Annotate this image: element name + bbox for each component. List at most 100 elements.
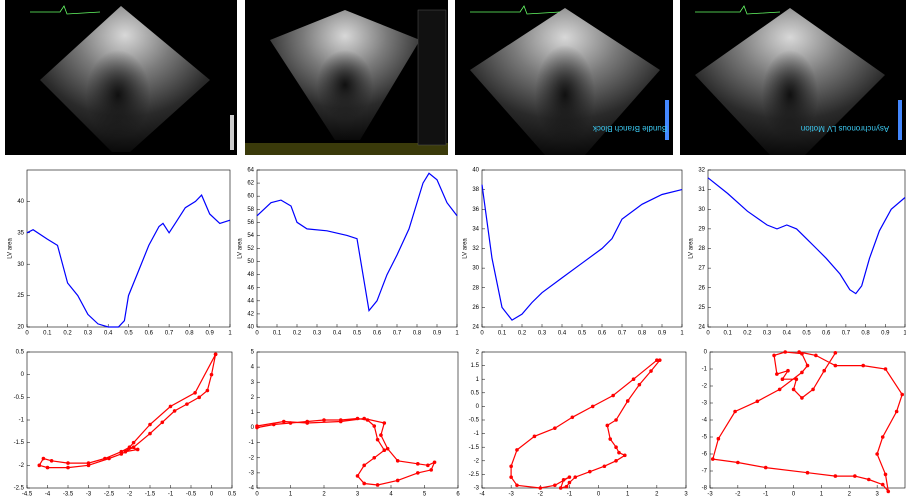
data-point: [800, 370, 804, 375]
data-point: [382, 448, 387, 453]
x-tick-label: -1: [567, 492, 573, 498]
echo-panels: Bundle Branch Block Asynchronous LV Moti…: [5, 0, 906, 155]
x-tick-label: 0.3: [313, 331, 322, 337]
data-point: [614, 445, 618, 450]
data-point: [193, 391, 197, 395]
x-tick-label: 0: [25, 331, 29, 337]
y-tick-label: 54: [247, 233, 254, 239]
y-tick-label: 25: [17, 293, 24, 299]
y-tick-label: 31: [698, 187, 705, 193]
x-tick-label: 0.2: [63, 331, 72, 337]
data-point: [797, 350, 801, 354]
data-point: [617, 450, 621, 455]
data-point: [794, 377, 799, 382]
x-tick-label: -2: [538, 492, 544, 498]
data-point: [614, 459, 618, 463]
x-tick-label: 0: [210, 492, 214, 498]
y-tick-label: -4: [702, 418, 708, 424]
y-tick-label: 24: [698, 325, 705, 331]
x-tick-label: 0.2: [743, 331, 752, 337]
data-point: [861, 363, 866, 368]
chart: 0 1 2 3 4 5 6 -4 -3 -2 -1 0 1 2 3 4 5: [249, 350, 461, 498]
y-tick-label: -1: [249, 440, 255, 446]
data-point: [611, 393, 615, 398]
data-point: [86, 461, 91, 465]
y-tick-label: 30: [472, 266, 479, 272]
x-tick-label: 0: [255, 331, 259, 337]
x-tick-label: 0.6: [822, 331, 831, 337]
chart: -4.5 -4 -3.5 -3 -2.5 -2 -1.5 -1 -0.5 0 0.5 -2.5 -2 -1…: [14, 350, 237, 498]
y-tick-label: 38: [472, 187, 479, 193]
echo-image: [5, 0, 237, 155]
data-point: [811, 387, 815, 392]
data-point: [553, 426, 557, 430]
x-tick-label: -1: [168, 492, 174, 498]
data-point: [657, 358, 662, 362]
x-tick-label: -2.5: [104, 492, 115, 498]
data-point: [322, 418, 326, 422]
data-point: [567, 475, 572, 479]
y-tick-label: 58: [247, 207, 254, 213]
x-tick-label: 0.4: [558, 331, 567, 337]
chart: 0 0.1 0.2 0.3 0.4 0.5 0.6 0.7 0.8 0.9 1 24 26 28 30 32 3…: [463, 168, 685, 337]
data-point: [365, 418, 370, 422]
x-tick-label: 0.1: [498, 331, 507, 337]
x-tick-label: 0.2: [518, 331, 527, 337]
x-tick-label: 0.6: [145, 331, 154, 337]
x-tick-label: -3.5: [63, 492, 74, 498]
data-point: [880, 435, 885, 439]
data-point: [886, 489, 891, 494]
data-point: [355, 416, 360, 421]
y-tick-label: -1.5: [14, 440, 25, 446]
data-point: [49, 459, 54, 463]
data-point: [255, 424, 259, 428]
data-point: [148, 422, 152, 427]
x-tick-label: 3: [684, 492, 688, 498]
y-tick-label: -2.5: [469, 472, 480, 478]
y-tick-label: 0: [21, 372, 25, 378]
x-tick-label: 0.6: [373, 331, 382, 337]
x-tick-label: 0.3: [84, 331, 93, 337]
data-point: [614, 418, 618, 422]
data-point: [900, 392, 905, 397]
x-tick-label: 0: [597, 492, 601, 498]
data-point: [655, 358, 659, 362]
y-axis-label: LV area: [463, 238, 469, 259]
y-tick-label: 0: [704, 350, 708, 356]
data-point: [160, 420, 165, 425]
x-tick-label: 0.7: [393, 331, 402, 337]
x-tick-label: 0: [480, 331, 484, 337]
x-tick-label: 0.9: [206, 331, 215, 337]
data-point: [288, 421, 293, 425]
x-tick-label: -4: [45, 492, 51, 498]
plot-frame: [707, 169, 906, 328]
x-tick-label: 0.9: [881, 331, 890, 337]
y-tick-label: -5: [702, 435, 708, 441]
data-point: [45, 465, 50, 470]
data-point: [588, 469, 592, 474]
y-axis-label: LV area: [689, 238, 695, 259]
y-tick-label: 2: [476, 350, 480, 356]
y-tick-label: -2.5: [14, 486, 25, 492]
y-tick-label: 24: [472, 325, 479, 331]
data-point: [338, 419, 343, 424]
y-tick-label: -7: [702, 469, 708, 475]
data-point: [894, 409, 899, 414]
data-point: [800, 396, 804, 400]
data-point: [41, 456, 46, 461]
y-tick-label: 28: [698, 246, 705, 252]
x-tick-label: 0.7: [842, 331, 851, 337]
y-tick-label: 62: [247, 181, 254, 187]
y-tick-label: 28: [472, 285, 479, 291]
data-point: [558, 486, 563, 490]
data-point: [372, 424, 377, 428]
y-tick-label: -8: [702, 486, 708, 492]
echo-image: [245, 0, 448, 155]
y-tick-label: 4: [251, 365, 255, 371]
x-tick-label: 0.1: [43, 331, 52, 337]
chart: 0 0.1 0.2 0.3 0.4 0.5 0.6 0.7 0.8 0.9 1 40 42 44 46 48 5…: [238, 168, 460, 337]
x-tick-label: 0.8: [413, 331, 422, 337]
data-point: [814, 353, 818, 358]
y-tick-label: 0: [476, 404, 480, 410]
y-tick-label: 20: [17, 325, 24, 331]
